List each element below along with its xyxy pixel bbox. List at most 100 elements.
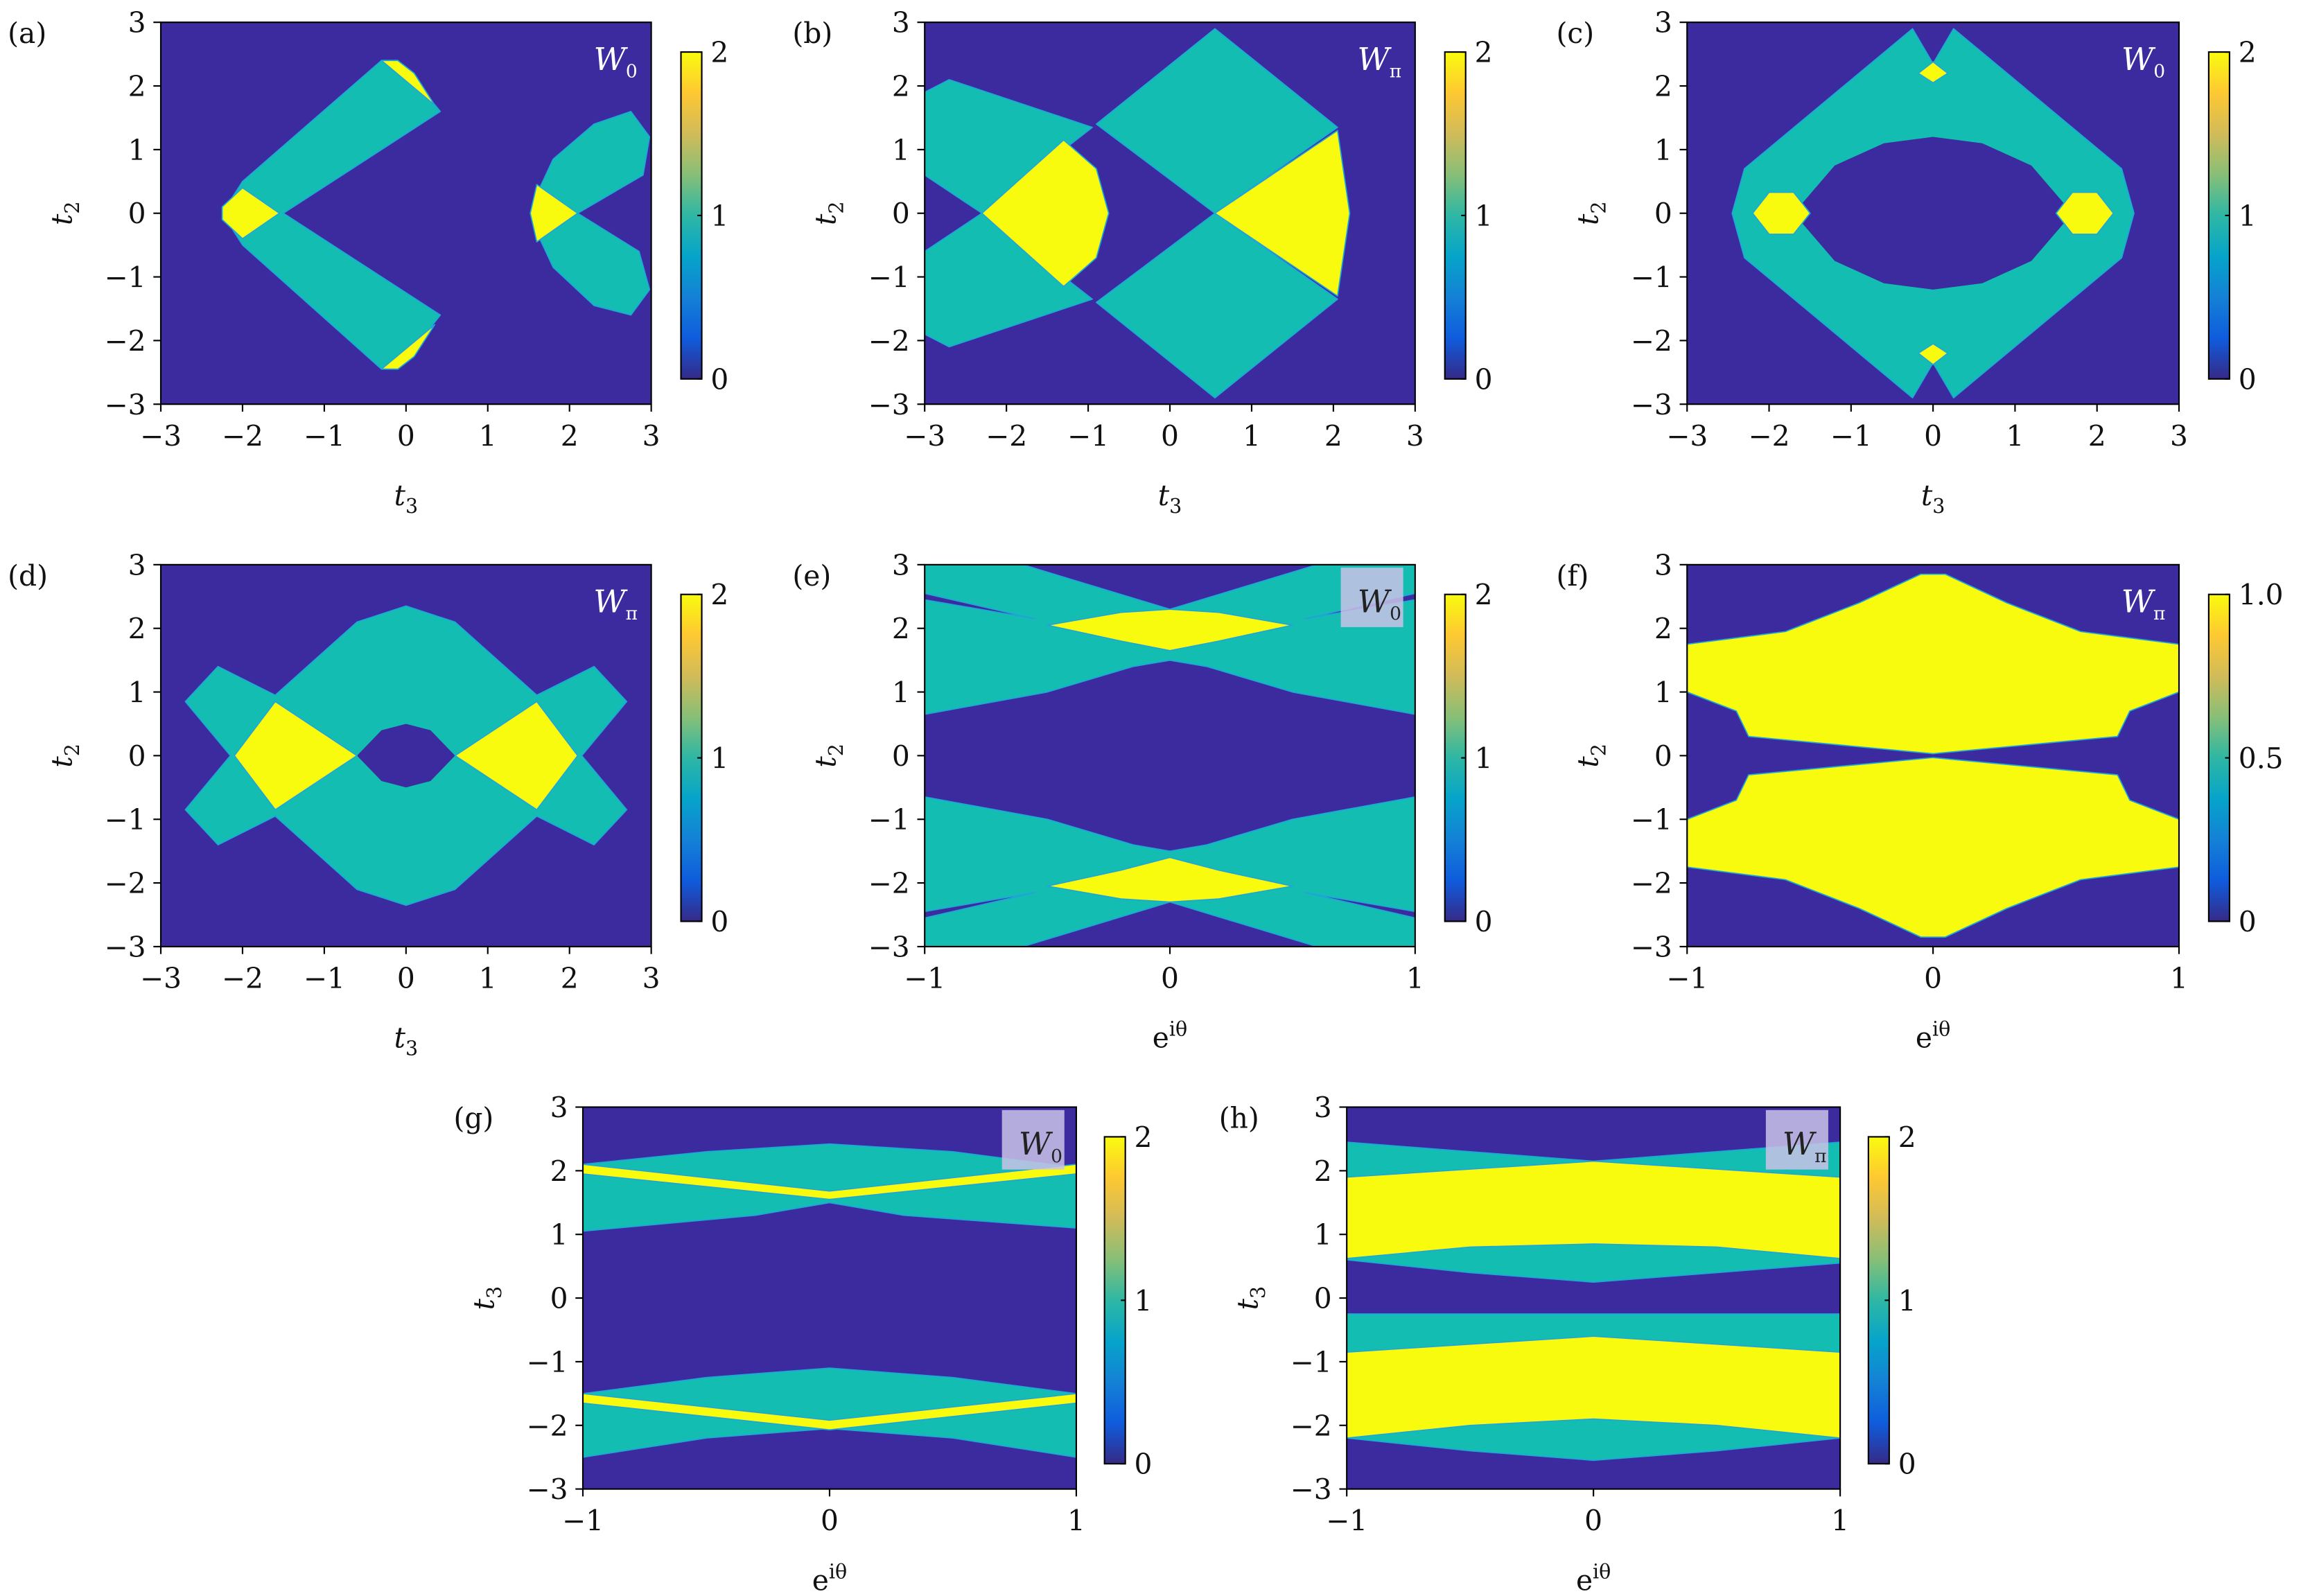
y-tick-label: −2 (105, 324, 146, 358)
y-tick-label: −1 (1631, 261, 1672, 295)
x-tick-label: 0 (397, 962, 415, 995)
heatmap (1687, 22, 2180, 405)
x-tick-label: −1 (1326, 1505, 1367, 1538)
colorbar: 0 1 2 (1444, 579, 1493, 938)
x-tick-label: 3 (2170, 419, 2188, 453)
heatmap (161, 22, 651, 405)
panel-title: Wπ (593, 583, 638, 624)
x-tick-label: −1 (904, 962, 945, 995)
colorbar-tick-label: 1 (710, 742, 728, 775)
x-tick-label: 2 (561, 962, 579, 995)
y-tick-label: 0 (1314, 1282, 1332, 1315)
panel-e: (e) −1 0 1 −3 −2 −1 0 1 2 3 eiθ t2 W0 0 1 2 (792, 549, 1492, 1055)
y-axis-label: t2 (1572, 744, 1611, 768)
y-tick-label: 2 (128, 70, 146, 103)
y-tick-label: 2 (1654, 613, 1672, 646)
heatmap-region-value-2 (2055, 191, 2115, 235)
colorbar-tick-label: 2 (710, 579, 728, 612)
heatmap-region-value-1 (1687, 757, 2180, 938)
x-tick-label: 0 (1161, 419, 1179, 453)
y-tick-label: 3 (1654, 549, 1672, 582)
colorbar-tick-label: 0 (710, 905, 728, 938)
x-tick-label: 1 (2170, 962, 2188, 995)
colorbar: 0 1 2 (1103, 1121, 1153, 1481)
colorbar-tick-label: 1 (1475, 200, 1493, 233)
heatmap-region-value-2 (1751, 191, 1811, 235)
panel-title: W0 (1019, 1125, 1062, 1167)
x-tick-label: −2 (1748, 419, 1789, 453)
heatmap-region-value-2 (1918, 343, 1949, 366)
y-tick-label: −1 (105, 803, 146, 836)
panel-c: (c) −3 −2 −1 0 1 2 3 −3 −2 −1 0 1 2 3 t3 t2 W0 0 1 2 (1557, 6, 2257, 518)
x-tick-label: 0 (397, 419, 415, 453)
panel-title: W0 (594, 41, 638, 82)
y-axis-label: t2 (810, 744, 848, 768)
colorbar-tick-label: 0 (1898, 1448, 1916, 1481)
panel-label: (h) (1219, 1102, 1259, 1135)
colorbar: 0 1 2 (2207, 36, 2257, 396)
y-tick-label: −2 (1631, 324, 1672, 358)
colorbar-tick-label: 2 (1475, 36, 1493, 69)
title-box (1001, 1110, 1065, 1170)
y-tick-label: 1 (1314, 1218, 1332, 1252)
x-tick-label: 1 (2006, 419, 2024, 453)
y-axis-label: t2 (1572, 201, 1611, 225)
heatmap-region-value-1 (221, 60, 441, 370)
colorbar-tick-label: 0 (1475, 363, 1493, 396)
x-tick-label: 1 (1243, 419, 1261, 453)
x-tick-label: −2 (986, 419, 1027, 453)
x-tick-label: 3 (642, 419, 660, 453)
y-tick-label: 0 (892, 198, 910, 231)
y-tick-label: 3 (1314, 1091, 1332, 1125)
colorbar: 0 1 2 (1867, 1121, 1916, 1481)
x-tick-label: 2 (1324, 419, 1342, 453)
x-tick-label: 1 (479, 419, 497, 453)
heatmap (925, 22, 1415, 405)
y-tick-label: −3 (1631, 388, 1672, 421)
colorbar-tick-label: 2 (1475, 579, 1493, 612)
x-tick-label: 3 (642, 962, 660, 995)
heatmap-region-value-2 (1918, 61, 1949, 84)
y-tick-label: −1 (868, 261, 910, 295)
x-axis-label: eiθ (1916, 1018, 1950, 1055)
heatmap-region-value-2 (1347, 1335, 1841, 1439)
panel-label: (e) (792, 559, 831, 593)
y-tick-label: 0 (1654, 198, 1672, 231)
y-tick-label: 3 (128, 549, 146, 582)
x-axis-label: t3 (394, 1021, 419, 1060)
y-tick-label: 2 (892, 70, 910, 103)
y-tick-label: −1 (1290, 1346, 1332, 1379)
panel-label: (g) (453, 1102, 493, 1135)
heatmap-region-value-1 (536, 110, 651, 316)
y-tick-label: 2 (1654, 70, 1672, 103)
panel-a: (a) −3 −2 −1 0 1 2 3 −3 −2 −1 0 1 2 3 t3 t2 W0 0 1 2 (8, 6, 728, 518)
y-tick-label: −1 (526, 1346, 568, 1379)
y-axis-label: t2 (45, 201, 84, 225)
heatmap-region-value-0 (1793, 137, 2073, 290)
y-tick-label: 3 (1654, 6, 1672, 40)
panel-f: (f) −1 0 1 −3 −2 −1 0 1 2 3 eiθ t2 Wπ 0 0.5 1.0 (1557, 549, 2284, 1055)
y-tick-label: −2 (1631, 867, 1672, 900)
y-tick-label: −2 (868, 324, 910, 358)
y-tick-label: 3 (550, 1091, 568, 1125)
x-tick-label: −3 (140, 419, 182, 453)
colorbar-tick-label: 0 (1135, 1448, 1153, 1481)
y-tick-label: 2 (1314, 1155, 1332, 1188)
y-tick-label: 1 (550, 1218, 568, 1252)
y-tick-label: 3 (128, 6, 146, 40)
y-axis-label: t2 (45, 744, 84, 768)
colorbar-tick-label: 0 (1475, 905, 1493, 938)
x-axis-label: t3 (1921, 479, 1945, 518)
y-axis-label: t3 (1232, 1286, 1270, 1310)
x-tick-label: 3 (1406, 419, 1424, 453)
y-tick-label: 0 (892, 739, 910, 773)
panel-title: W0 (2121, 41, 2165, 82)
x-tick-label: 0 (1584, 1505, 1602, 1538)
colorbar-tick-label: 0 (710, 363, 728, 396)
y-tick-label: 3 (892, 549, 910, 582)
colorbar-tick-label: 2 (2239, 36, 2257, 69)
y-tick-label: −3 (105, 388, 146, 421)
x-tick-label: −1 (562, 1505, 604, 1538)
y-tick-label: 1 (892, 134, 910, 167)
colorbar: 0 1 2 (680, 579, 728, 938)
